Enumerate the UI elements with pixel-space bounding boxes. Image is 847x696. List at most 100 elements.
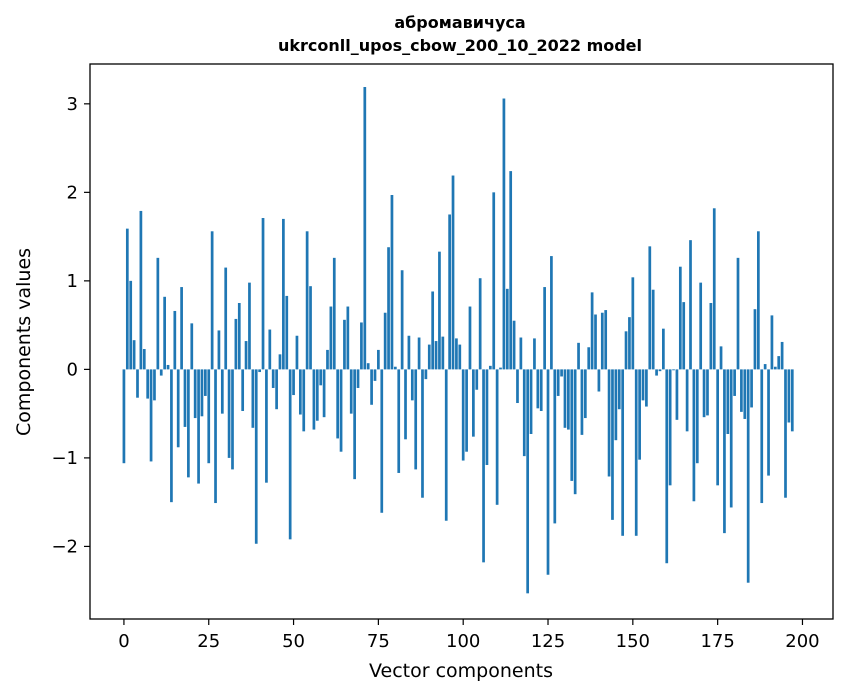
bar-137 — [587, 347, 591, 370]
bar-188 — [760, 369, 764, 504]
chart-title: абромавичуса — [394, 13, 525, 32]
bar-197 — [790, 369, 794, 432]
bar-173 — [709, 302, 713, 370]
bar-175 — [716, 369, 720, 486]
bar-79 — [390, 195, 394, 370]
bar-192 — [773, 366, 777, 370]
bar-76 — [380, 369, 384, 513]
bar-179 — [729, 369, 733, 508]
bar-46 — [278, 354, 282, 370]
bar-81 — [397, 369, 401, 473]
bar-58 — [319, 369, 323, 386]
bar-92 — [434, 341, 438, 370]
bar-19 — [187, 369, 190, 478]
bar-16 — [176, 369, 180, 448]
bar-42 — [265, 369, 268, 483]
bar-102 — [468, 306, 472, 370]
bar-37 — [248, 282, 251, 370]
x-axis-label: Vector components — [369, 660, 553, 682]
bar-162 — [672, 369, 675, 371]
bar-80 — [393, 366, 397, 370]
bar-135 — [580, 369, 584, 435]
bar-15 — [173, 310, 177, 370]
bar-29 — [220, 369, 224, 414]
bar-13 — [166, 364, 170, 370]
bar-10 — [156, 257, 160, 370]
bar-56 — [312, 369, 316, 430]
y-tick-label-1: −1 — [51, 448, 78, 469]
bars-group — [122, 87, 794, 594]
bar-153 — [641, 369, 645, 401]
bar-117 — [519, 337, 523, 370]
bar-45 — [275, 369, 278, 410]
bar-97 — [451, 175, 455, 370]
bar-17 — [180, 287, 183, 370]
bar-169 — [695, 369, 699, 464]
bar-28 — [217, 330, 221, 370]
bar-190 — [767, 369, 770, 476]
bar-7 — [146, 369, 150, 399]
bar-130 — [563, 369, 567, 428]
bar-78 — [387, 247, 390, 370]
bar-27 — [214, 369, 217, 504]
bar-145 — [614, 369, 618, 441]
bar-54 — [305, 231, 309, 370]
bar-120 — [529, 369, 533, 434]
bar-49 — [288, 369, 292, 540]
bar-105 — [478, 278, 482, 370]
bar-122 — [536, 369, 540, 409]
bar-167 — [689, 240, 692, 370]
bar-155 — [648, 246, 652, 370]
x-tick-label-8: 200 — [785, 631, 819, 652]
bar-168 — [692, 369, 696, 502]
bar-74 — [373, 369, 377, 381]
bar-193 — [777, 356, 781, 370]
bar-65 — [343, 319, 346, 370]
bar-0 — [122, 369, 126, 464]
bar-9 — [153, 369, 156, 401]
bar-106 — [482, 369, 485, 563]
y-tick-label-3: 1 — [67, 271, 78, 292]
bar-62 — [332, 257, 336, 370]
bar-160 — [665, 369, 669, 564]
bar-3 — [132, 340, 136, 370]
bar-186 — [753, 309, 757, 370]
bar-66 — [346, 306, 350, 370]
bar-191 — [770, 315, 774, 370]
bar-12 — [163, 296, 166, 370]
bar-138 — [590, 292, 594, 370]
x-tick-label-4: 100 — [446, 631, 480, 652]
bar-33 — [234, 318, 238, 370]
bar-140 — [597, 369, 601, 392]
bar-93 — [438, 251, 441, 370]
bar-51 — [295, 335, 299, 370]
bar-127 — [553, 369, 557, 524]
x-tick-label-2: 50 — [282, 631, 305, 652]
bar-82 — [400, 270, 404, 370]
x-tick-label-3: 75 — [367, 631, 390, 652]
bar-113 — [505, 288, 509, 370]
bar-14 — [170, 369, 173, 503]
bar-88 — [421, 369, 424, 498]
bar-136 — [583, 369, 587, 419]
bar-89 — [424, 369, 428, 380]
bar-22 — [197, 369, 200, 484]
bar-83 — [404, 369, 407, 440]
bar-123 — [539, 369, 543, 411]
bar-1 — [125, 228, 129, 370]
bar-126 — [550, 256, 553, 370]
bar-36 — [244, 341, 248, 370]
bar-8 — [149, 369, 153, 462]
bar-96 — [448, 214, 451, 370]
bar-172 — [706, 369, 709, 416]
bar-53 — [302, 369, 306, 432]
bar-183 — [743, 369, 747, 419]
bar-139 — [594, 314, 597, 370]
bar-134 — [577, 342, 580, 370]
bar-39 — [254, 369, 258, 544]
x-tick-label-0: 0 — [118, 631, 129, 652]
bar-157 — [655, 369, 658, 376]
x-tick-label-1: 25 — [197, 631, 220, 652]
bar-109 — [492, 192, 496, 370]
